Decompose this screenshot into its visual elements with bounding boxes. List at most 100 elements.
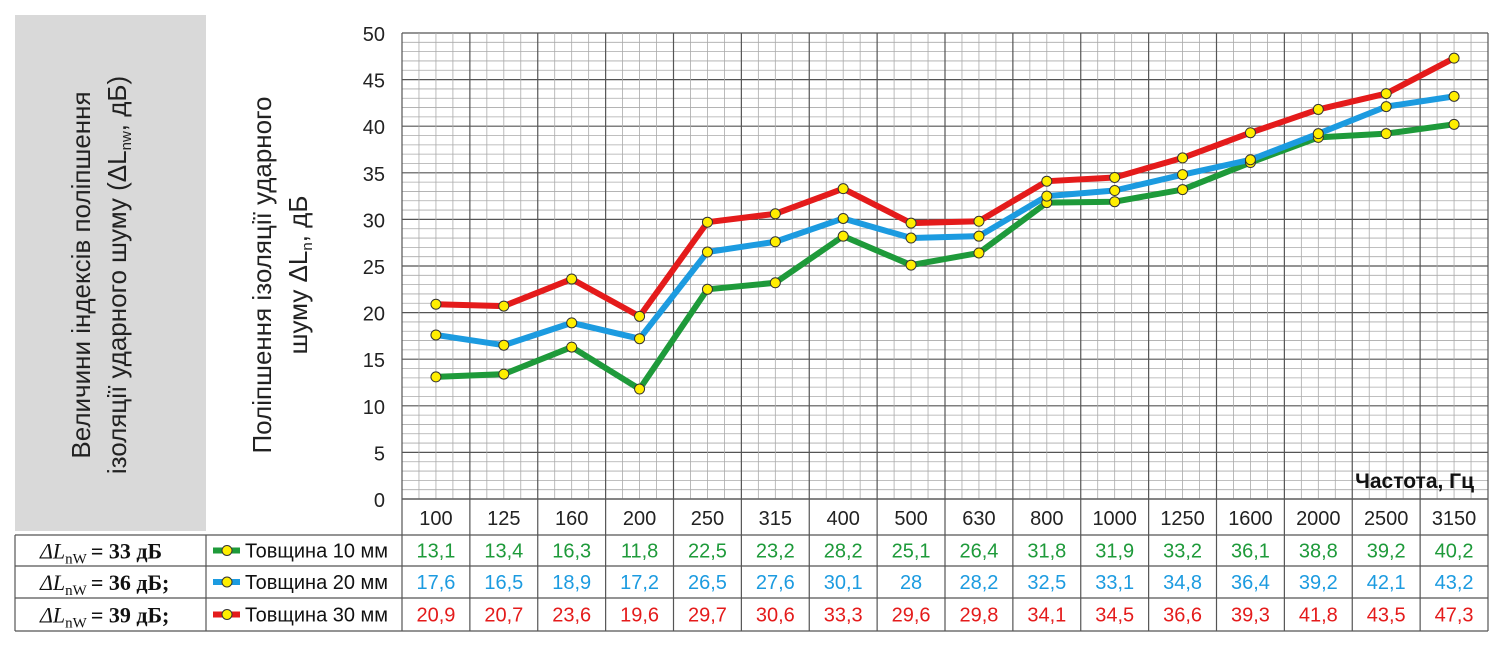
y-tick-label: 15 (363, 350, 385, 372)
data-point (566, 341, 578, 353)
data-label: 34,8 (1163, 572, 1202, 594)
series-lines (435, 55, 1456, 393)
data-label: 26,5 (688, 572, 727, 594)
data-point (498, 300, 510, 312)
data-point (701, 246, 713, 258)
x-tick-label: 125 (487, 508, 520, 530)
y-tick-label: 20 (363, 304, 385, 326)
left-label-panel (15, 15, 206, 531)
x-tick-label: 315 (759, 508, 792, 530)
y-axis-label-line1: Поліпшення ізоляції ударного (247, 96, 277, 453)
data-point (1041, 175, 1053, 187)
data-label: 40,2 (1435, 541, 1474, 563)
y-tick-label: 30 (363, 210, 385, 232)
y-tick-label: 35 (363, 164, 385, 186)
index-label: ΔLnW = 39 дБ; (39, 603, 169, 632)
data-point (1109, 171, 1121, 183)
data-point (837, 212, 849, 224)
data-label: 30,6 (756, 605, 795, 627)
y-tick-label: 25 (363, 257, 385, 279)
chart-grid (401, 32, 1489, 500)
data-label: 29,8 (959, 605, 998, 627)
y-tick-label: 0 (374, 490, 385, 512)
legend-swatch-marker (221, 609, 233, 620)
x-tick-label: 200 (623, 508, 656, 530)
data-point (1177, 169, 1189, 181)
data-label: 39,3 (1231, 605, 1270, 627)
left-label-line2: ізоляції ударного шуму (ΔLnw, дБ) (102, 76, 135, 474)
data-label: 20,7 (484, 605, 523, 627)
x-tick-label: 2500 (1364, 508, 1409, 530)
data-point (634, 310, 646, 322)
data-label: 33,3 (824, 605, 863, 627)
y-tick-label: 40 (363, 117, 385, 139)
data-label: 32,5 (1027, 572, 1066, 594)
y-tick-labels: 0 5 10 15 20 25 30 35 40 45 50 (363, 24, 385, 512)
data-point (498, 339, 510, 351)
x-axis-title: Частота, Гц (1355, 470, 1474, 493)
data-point (769, 236, 781, 248)
data-point (1041, 190, 1053, 202)
data-label: 38,8 (1299, 541, 1338, 563)
data-label: 29,7 (688, 605, 727, 627)
data-label: 33,2 (1163, 541, 1202, 563)
y-tick-label: 5 (374, 443, 385, 465)
data-label: 17,2 (620, 572, 659, 594)
data-label: 26,4 (959, 541, 998, 563)
data-point (430, 329, 442, 341)
data-point (1109, 196, 1121, 208)
legend-entry: Товщина 30 мм (245, 605, 388, 627)
data-point (1312, 103, 1324, 115)
data-label: 18,9 (552, 572, 591, 594)
data-label: 16,5 (484, 572, 523, 594)
data-point (1380, 101, 1392, 113)
data-point (769, 208, 781, 220)
data-label: 22,5 (688, 541, 727, 563)
data-label: 43,2 (1435, 572, 1474, 594)
x-tick-label: 2000 (1296, 508, 1341, 530)
data-label: 28,2 (824, 541, 863, 563)
data-point (837, 183, 849, 195)
data-point (973, 215, 985, 227)
data-point (905, 217, 917, 229)
x-tick-label: 400 (827, 508, 860, 530)
data-label: 34,5 (1095, 605, 1134, 627)
data-point (566, 273, 578, 285)
data-point (1448, 90, 1460, 102)
y-tick-label: 45 (363, 71, 385, 93)
data-label: 27,6 (756, 572, 795, 594)
series-line (435, 121, 1455, 393)
x-tick-label: 250 (691, 508, 724, 530)
data-label: 28 (900, 572, 922, 594)
data-label: 13,4 (484, 541, 523, 563)
data-table: 100 125 160 200 250 315 400 500 630 800 1000 1250 16… (14, 498, 1489, 632)
data-point (498, 368, 510, 380)
data-point (1109, 185, 1121, 197)
legend-entry: Товщина 10 мм (245, 541, 388, 563)
x-tick-label: 1250 (1160, 508, 1205, 530)
data-label: 36,4 (1231, 572, 1270, 594)
data-point (1448, 52, 1460, 64)
data-point (1448, 118, 1460, 130)
data-point (973, 247, 985, 259)
data-point (1177, 184, 1189, 196)
data-label: 41,8 (1299, 605, 1338, 627)
series-markers (430, 52, 1460, 395)
data-point (430, 371, 442, 383)
data-point (1177, 152, 1189, 164)
data-point (1244, 154, 1256, 166)
data-point (1380, 88, 1392, 100)
data-label: 39,2 (1299, 572, 1338, 594)
index-label: ΔLnW = 36 дБ; (39, 570, 169, 599)
data-point (837, 230, 849, 242)
data-label: 33,1 (1095, 572, 1134, 594)
data-label: 29,6 (892, 605, 931, 627)
data-point (634, 333, 646, 345)
data-label: 31,9 (1095, 541, 1134, 563)
y-tick-label: 50 (363, 24, 385, 46)
x-tick-label: 1600 (1228, 508, 1273, 530)
series-line (435, 93, 1455, 349)
data-label: 36,6 (1163, 605, 1202, 627)
data-label: 36,1 (1231, 541, 1270, 563)
